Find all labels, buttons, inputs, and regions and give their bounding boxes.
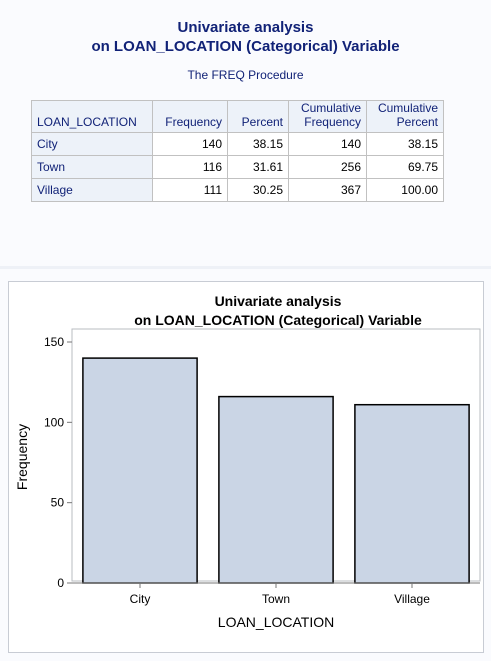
cell-cumulative-percent: 38.15 (366, 132, 444, 156)
x-axis-label: LOAN_LOCATION (218, 614, 334, 630)
report-subtitle: on LOAN_LOCATION (Categorical) Variable (91, 38, 400, 55)
header-frequency: Frequency (152, 100, 228, 133)
y-tick-label: 100 (44, 415, 64, 429)
row-label: Village (31, 178, 153, 202)
bar-village (354, 403, 470, 584)
cell-percent: 30.25 (227, 178, 289, 202)
x-tick-label: Town (262, 592, 290, 606)
table-row: Village 111 30.25 367 100.00 (31, 178, 444, 202)
cell-percent: 31.61 (227, 155, 289, 179)
bars (82, 357, 470, 584)
report-title: Univariate analysis (177, 19, 314, 36)
y-tick-label: 150 (44, 335, 64, 349)
frequency-table: LOAN_LOCATION Frequency Percent Cumulati… (31, 100, 444, 202)
cell-cumulative-percent: 100.00 (366, 178, 444, 202)
chart-subtitle: on LOAN_LOCATION (Categorical) Variable (134, 312, 422, 328)
header-cumulative-percent: Cumulative Percent (366, 100, 444, 133)
cell-frequency: 111 (152, 178, 228, 202)
cell-cumulative-frequency: 367 (288, 178, 367, 202)
bar-town (218, 395, 334, 584)
y-axis-label: Frequency (14, 424, 30, 490)
procedure-title: The FREQ Procedure (187, 68, 304, 82)
header-percent: Percent (227, 100, 289, 133)
cell-cumulative-frequency: 256 (288, 155, 367, 179)
row-label: Town (31, 155, 153, 179)
table-row: City 140 38.15 140 38.15 (31, 132, 444, 156)
table-header-row: LOAN_LOCATION Frequency Percent Cumulati… (31, 100, 444, 133)
y-tick-label: 0 (57, 576, 64, 590)
x-tick-label: City (130, 592, 151, 606)
table-row: Town 116 31.61 256 69.75 (31, 155, 444, 179)
x-tick-label: Village (394, 592, 430, 606)
row-label: City (31, 132, 153, 156)
cell-frequency: 116 (152, 155, 228, 179)
cell-cumulative-frequency: 140 (288, 132, 367, 156)
header-variable: LOAN_LOCATION (31, 100, 153, 133)
cell-cumulative-percent: 69.75 (366, 155, 444, 179)
bar-chart: Univariate analysis on LOAN_LOCATION (Ca… (14, 293, 481, 630)
freq-report-panel: Univariate analysis on LOAN_LOCATION (Ca… (0, 0, 491, 266)
y-axis: 0 50 100 150 (44, 335, 72, 590)
x-axis: City Town Village (72, 582, 480, 606)
bar-city (82, 357, 198, 584)
cell-percent: 38.15 (227, 132, 289, 156)
y-tick-label: 50 (51, 496, 65, 510)
bar-chart-panel: Univariate analysis on LOAN_LOCATION (Ca… (8, 281, 484, 653)
chart-title: Univariate analysis (215, 293, 342, 309)
cell-frequency: 140 (152, 132, 228, 156)
section-divider (0, 266, 491, 269)
header-cumulative-frequency: Cumulative Frequency (288, 100, 367, 133)
